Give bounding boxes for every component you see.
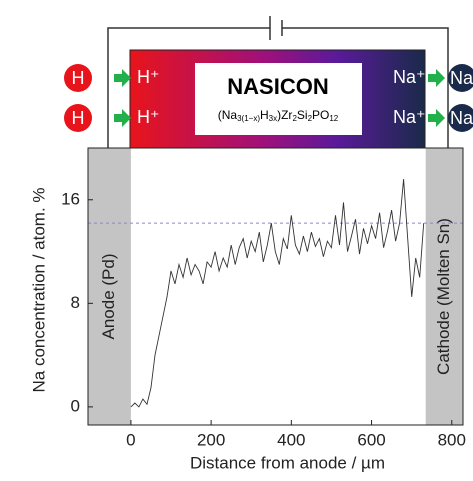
region bbox=[425, 148, 463, 425]
formula-part: PO bbox=[312, 108, 329, 122]
y-axis-title: Na concentration / atom. % bbox=[29, 187, 48, 392]
arrow bbox=[428, 69, 445, 87]
region-label: Anode (Pd) bbox=[99, 254, 118, 340]
formula-part: (Na bbox=[218, 108, 238, 122]
formula-subscript: 2 bbox=[292, 114, 297, 123]
sodium-circle bbox=[448, 64, 473, 92]
y-tick-label: 16 bbox=[61, 189, 80, 208]
ion-symbol: Na bbox=[450, 68, 473, 88]
region-label: Cathode (Molten Sn) bbox=[434, 218, 453, 375]
ion-symbol: Na bbox=[450, 108, 473, 128]
ion-symbol: H bbox=[72, 108, 85, 128]
formula-part: H bbox=[260, 108, 269, 122]
x-tick-label: 600 bbox=[357, 430, 385, 449]
formula-subscript: 12 bbox=[329, 114, 338, 123]
formula-subscript: 3(1−x) bbox=[237, 114, 260, 123]
ion-label: Na⁺ bbox=[393, 67, 426, 87]
x-tick-label: 400 bbox=[277, 430, 305, 449]
arrow bbox=[428, 109, 445, 127]
ion-label: Na⁺ bbox=[393, 107, 426, 127]
region bbox=[88, 148, 131, 425]
ion-symbol: H bbox=[72, 68, 85, 88]
plot-frame bbox=[87, 147, 464, 426]
y-tick-label: 8 bbox=[71, 293, 80, 312]
ion-label: H⁺ bbox=[137, 107, 160, 127]
x-tick-label: 800 bbox=[438, 430, 466, 449]
formula-part: Si bbox=[297, 108, 308, 122]
data-line bbox=[130, 179, 425, 408]
x-axis-title: Distance from anode / µm bbox=[190, 453, 385, 472]
formula-part: )Zr bbox=[277, 108, 292, 122]
arrow bbox=[114, 109, 131, 127]
formula: (Na3(1−x)H3x)Zr2Si2PO12 bbox=[218, 108, 339, 123]
membrane-label-box bbox=[195, 63, 362, 135]
arrow bbox=[114, 69, 131, 87]
proton-circle bbox=[64, 64, 92, 92]
ion-label: H⁺ bbox=[137, 67, 160, 87]
formula-subscript: 2 bbox=[308, 114, 313, 123]
y-tick-label: 0 bbox=[71, 396, 80, 415]
x-tick-label: 0 bbox=[126, 430, 135, 449]
sodium-circle bbox=[448, 104, 473, 132]
x-tick-label: 200 bbox=[197, 430, 225, 449]
membrane-name: NASICON bbox=[227, 74, 328, 99]
formula-subscript: 3x bbox=[269, 114, 277, 123]
circuit bbox=[107, 16, 449, 148]
proton-circle bbox=[64, 104, 92, 132]
chart: Anode (Pd) Cathode (Molten Sn) 0 200 400 600 8… bbox=[29, 147, 466, 472]
